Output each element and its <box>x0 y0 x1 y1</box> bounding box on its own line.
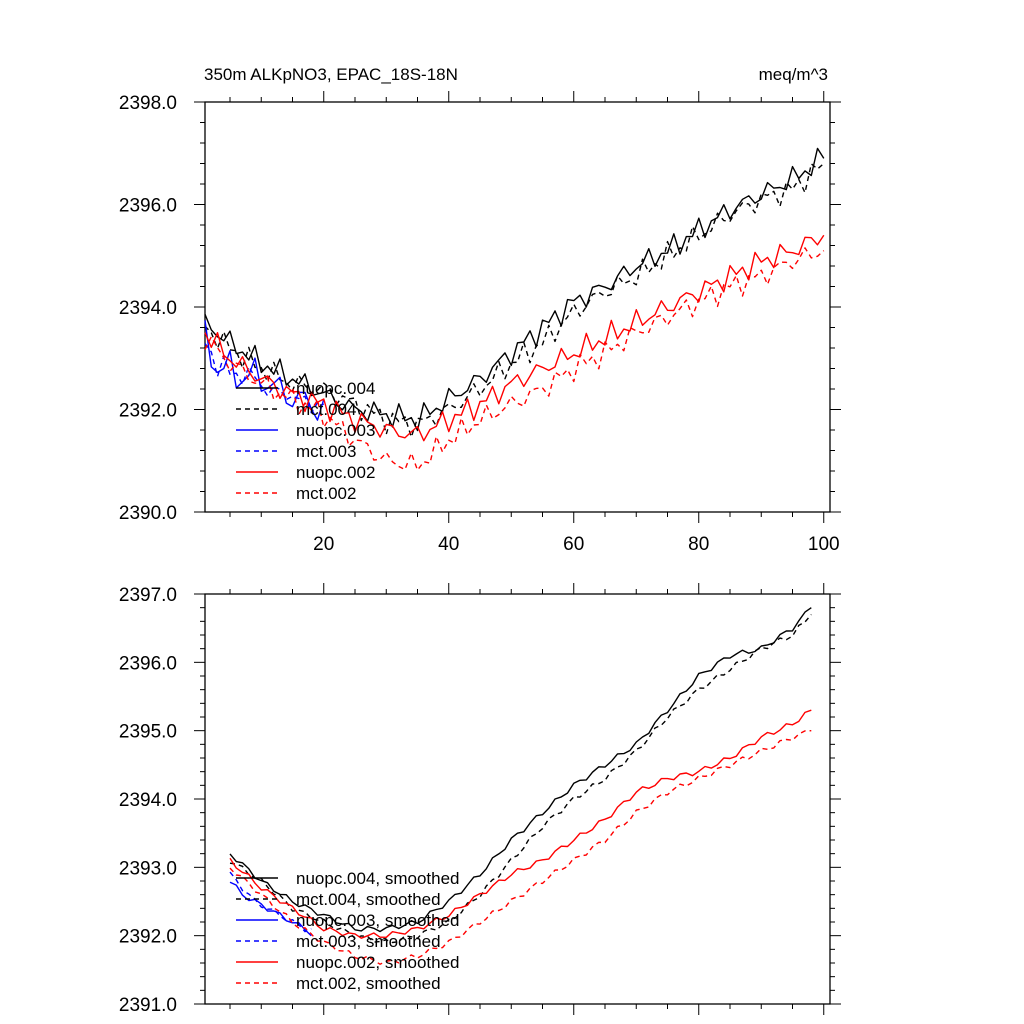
legend-label: nuopc.002 <box>296 463 375 482</box>
legend-label: mct.004 <box>296 400 356 419</box>
series-line-nuopc-002-smoothed <box>229 709 812 939</box>
y-tick-label: 2398.0 <box>119 93 177 114</box>
top-panel: 350m ALKpNO3, EPAC_18S-18N meq/m^3 20 40 6… <box>119 65 841 555</box>
y-tick-label: 2397.0 <box>119 585 177 606</box>
y-tick-label: 2392.0 <box>119 927 177 948</box>
legend-label: mct.002, smoothed <box>296 974 441 993</box>
series-line-mct-004-smoothed <box>229 614 812 944</box>
series-line-mct-003-smoothed <box>229 871 312 933</box>
x-tick-label: 60 <box>563 534 584 555</box>
series-line-nuopc-004 <box>204 147 825 432</box>
x-tick-label: 80 <box>688 534 709 555</box>
y-tick-label: 2391.0 <box>119 995 177 1016</box>
x-tick-label: 40 <box>438 534 459 555</box>
legend-label: nuopc.003, smoothed <box>296 911 460 930</box>
series-line-mct-004 <box>204 162 825 438</box>
y-tick-label: 2395.0 <box>119 722 177 743</box>
legend-label: mct.003, smoothed <box>296 932 441 951</box>
legend-label: nuopc.004 <box>296 379 375 398</box>
legend-label: mct.002 <box>296 484 356 503</box>
y-tick-label: 2390.0 <box>119 503 177 524</box>
legend-label: nuopc.004, smoothed <box>296 869 460 888</box>
series-line-nuopc-004-smoothed <box>229 607 812 933</box>
series-line-nuopc-003 <box>204 320 325 421</box>
series-line-mct-002-smoothed <box>229 730 812 965</box>
legend-label: nuopc.002, smoothed <box>296 953 460 972</box>
series-line-mct-002 <box>204 247 825 471</box>
units-label: meq/m^3 <box>759 65 828 84</box>
y-tick-label: 2394.0 <box>119 790 177 811</box>
y-tick-label: 2392.0 <box>119 401 177 422</box>
bottom-panel: 2391.0 2392.0 2393.0 2394.0 2395.0 2396.0 2397… <box>119 583 841 1016</box>
chart-title: 350m ALKpNO3, EPAC_18S-18N <box>204 65 458 84</box>
legend-label: mct.003 <box>296 442 356 461</box>
series-line-nuopc-003-smoothed <box>229 881 312 937</box>
x-tick-label: 100 <box>808 534 840 555</box>
legend-label: mct.004, smoothed <box>296 890 441 909</box>
series-line-mct-003 <box>204 343 324 414</box>
legend-label: nuopc.003 <box>296 421 375 440</box>
y-tick-label: 2394.0 <box>119 298 177 319</box>
y-tick-label: 2396.0 <box>119 653 177 674</box>
y-tick-label: 2393.0 <box>119 858 177 879</box>
y-tick-label: 2396.0 <box>119 196 177 217</box>
series-line-nuopc-002 <box>204 234 825 442</box>
x-tick-label: 20 <box>313 534 334 555</box>
